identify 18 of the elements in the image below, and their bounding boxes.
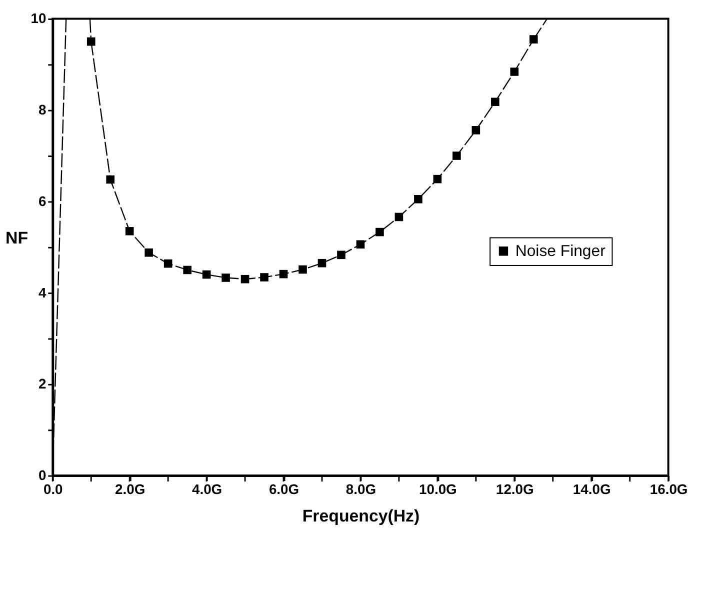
x-tick-label: 8.0G bbox=[346, 480, 376, 497]
legend-label: Noise Finger bbox=[515, 243, 606, 260]
y-tick-label: 4 bbox=[38, 284, 46, 300]
y-tick-label: 8 bbox=[38, 102, 46, 118]
y-tick-label: 0 bbox=[38, 466, 46, 483]
x-tick-label: 6.0G bbox=[268, 480, 300, 497]
x-axis-title: Frequency(Hz) bbox=[302, 506, 420, 526]
x-tick-label: 0.0 bbox=[43, 480, 64, 497]
x-tick-label: 14.0G bbox=[572, 480, 611, 497]
x-tick-label: 16.0G bbox=[650, 480, 688, 497]
x-tick-label: 4.0G bbox=[192, 480, 222, 497]
x-tick-label: 10.0G bbox=[419, 480, 457, 497]
y-tick-label: 10 bbox=[30, 10, 46, 26]
y-tick-label: 2 bbox=[38, 376, 46, 392]
x-tick-label: 12.0G bbox=[496, 480, 534, 497]
x-tick-label: 2.0G bbox=[115, 480, 146, 497]
y-axis-title: NF bbox=[6, 228, 28, 248]
y-tick-label: 6 bbox=[38, 192, 46, 209]
